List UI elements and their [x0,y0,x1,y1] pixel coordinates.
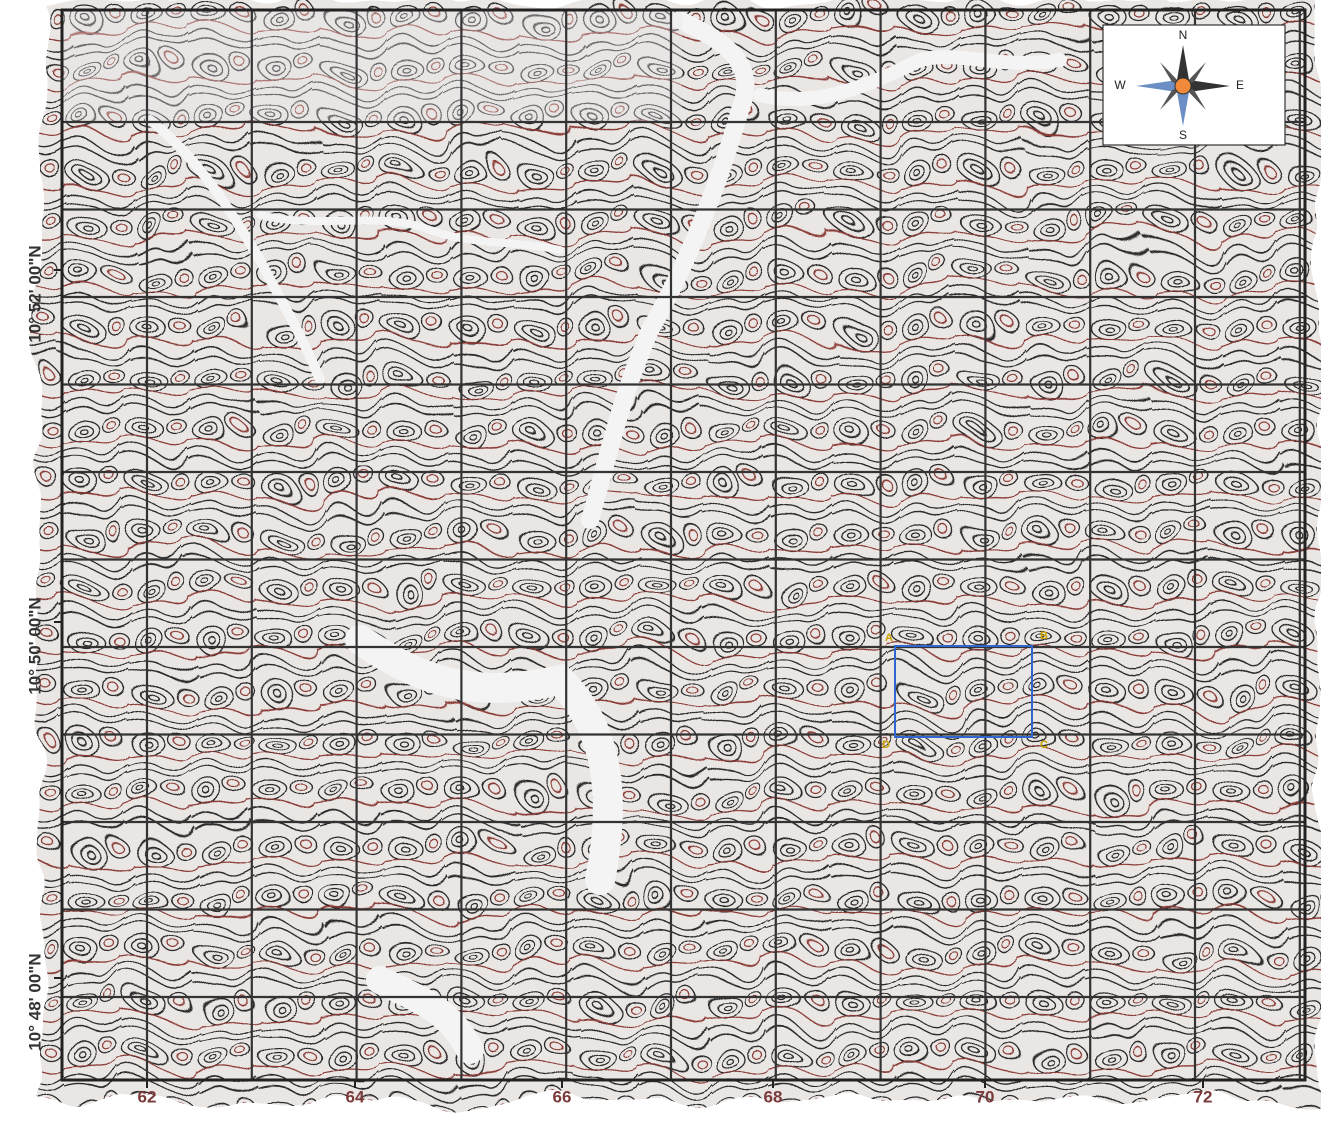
compass: N E S W [1102,24,1286,146]
map-frame [60,8,1307,1082]
y-label: 10° 52' 00"N [25,245,44,342]
compass-label: S [1179,128,1187,142]
x-label: 66 [553,1087,572,1106]
contour-texture [40,0,1320,1100]
x-label: 68 [764,1087,783,1106]
x-label: 64 [346,1087,365,1106]
axis-labels: 62 64 66 68 70 72 10° 52' 00"N 10° 50' 00"N 10° … [25,245,1212,1106]
corner-label: C [1040,739,1048,751]
x-label: 62 [138,1087,157,1106]
y-label: 10° 50' 00"N [25,597,44,694]
x-label: 72 [1194,1087,1213,1106]
study-area-box [894,645,1033,738]
map-grid [62,10,1305,1080]
corner-label: B [1040,630,1048,642]
compass-label: E [1236,78,1244,92]
corner-label: D [882,739,890,751]
compass-label: N [1179,28,1188,42]
y-label: 10° 48' 00"N [25,953,44,1050]
rivers [62,10,1067,1064]
corner-label: A [885,632,893,644]
compass-label: W [1114,78,1126,92]
x-label: 70 [976,1087,995,1106]
